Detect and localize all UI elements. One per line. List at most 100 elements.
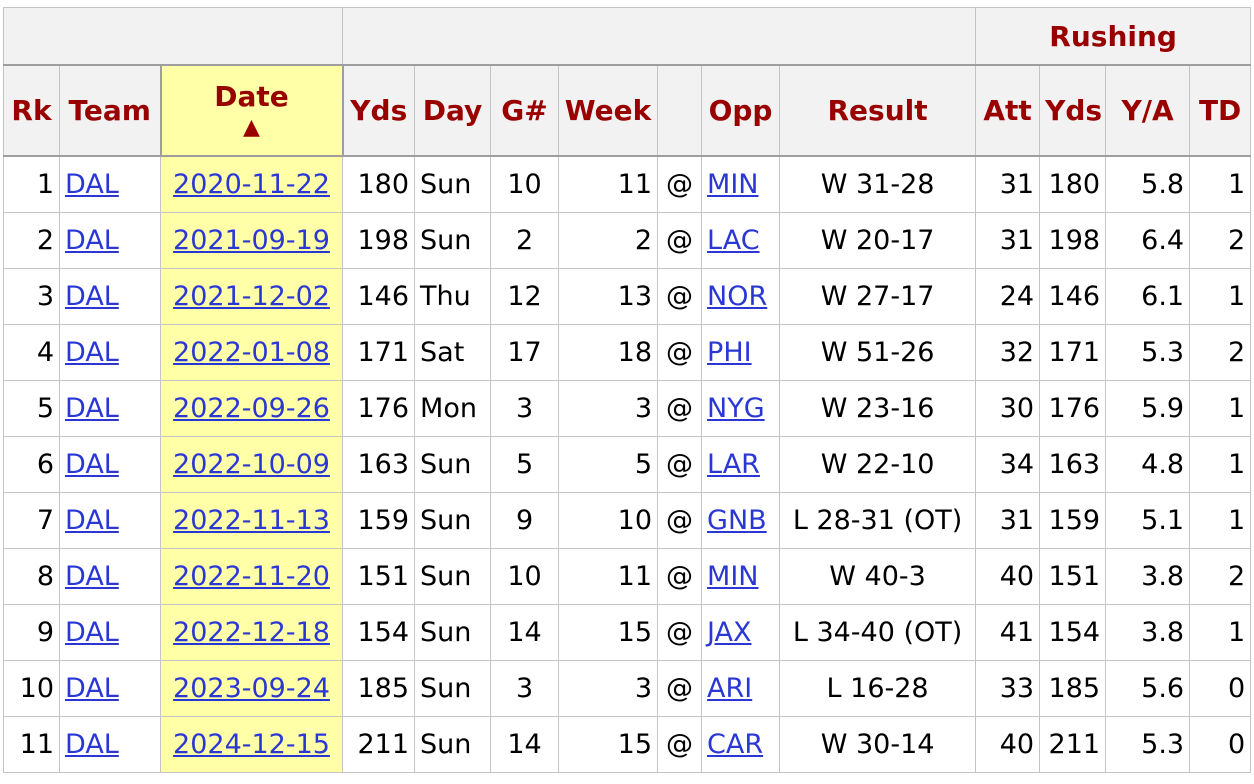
col-header-game-number[interactable]: G# [490, 64, 560, 157]
col-header-day[interactable]: Day [414, 64, 492, 157]
cell-yds: 198 [342, 212, 416, 269]
cell-team-link[interactable]: DAL [65, 169, 119, 200]
cell-date: 2021-12-02 [159, 268, 344, 325]
cell-result: L 34-40 (OT) [779, 604, 977, 661]
cell-team-link[interactable]: DAL [65, 449, 119, 480]
cell-date-link[interactable]: 2022-11-20 [173, 561, 330, 592]
cell-date-link[interactable]: 2022-11-13 [173, 505, 330, 536]
cell-date-link[interactable]: 2022-10-09 [173, 449, 330, 480]
cell-opp-link[interactable]: MIN [707, 561, 759, 592]
table-body: 1 DAL 2020-11-22 180 Sun 10 11 @ MIN W 31-28 31 180… [3, 155, 1252, 773]
cell-opp: JAX [701, 604, 781, 661]
over-header-blank-2 [342, 7, 977, 66]
cell-opp-link[interactable]: LAR [707, 449, 760, 480]
cell-att: 30 [975, 380, 1041, 437]
cell-rank: 11 [3, 716, 60, 773]
cell-date-link[interactable]: 2021-12-02 [173, 281, 330, 312]
cell-team-link[interactable]: DAL [65, 281, 119, 312]
cell-opp: MIN [701, 548, 781, 605]
cell-rank: 10 [3, 660, 60, 717]
cell-date: 2022-12-18 [159, 604, 344, 661]
cell-date-link[interactable]: 2020-11-22 [173, 169, 330, 200]
cell-result: W 27-17 [779, 268, 977, 325]
col-header-result[interactable]: Result [779, 64, 977, 157]
cell-opp-link[interactable]: CAR [707, 729, 764, 760]
cell-opp-link[interactable]: JAX [707, 617, 752, 648]
cell-location: @ [657, 660, 703, 717]
cell-team-link[interactable]: DAL [65, 561, 119, 592]
cell-week: 5 [558, 436, 659, 493]
cell-team-link[interactable]: DAL [65, 673, 119, 704]
cell-rush-yds: 159 [1039, 492, 1107, 549]
cell-team-link[interactable]: DAL [65, 505, 119, 536]
cell-location: @ [657, 604, 703, 661]
cell-rush-yds: 154 [1039, 604, 1107, 661]
col-header-rk[interactable]: Rk [3, 64, 60, 157]
cell-opp-link[interactable]: NOR [707, 281, 768, 312]
cell-result: W 20-17 [779, 212, 977, 269]
cell-result: W 51-26 [779, 324, 977, 381]
cell-week: 10 [558, 492, 659, 549]
cell-result: L 16-28 [779, 660, 977, 717]
cell-game-number: 3 [490, 660, 560, 717]
cell-team-link[interactable]: DAL [65, 225, 119, 256]
cell-opp-link[interactable]: MIN [707, 169, 759, 200]
cell-date-link[interactable]: 2022-09-26 [173, 393, 330, 424]
cell-date-link[interactable]: 2022-12-18 [173, 617, 330, 648]
cell-week: 18 [558, 324, 659, 381]
col-header-week[interactable]: Week [558, 64, 659, 157]
cell-game-number: 3 [490, 380, 560, 437]
col-header-rush-yds[interactable]: Yds [1039, 64, 1107, 157]
cell-game-number: 14 [490, 716, 560, 773]
cell-opp-link[interactable]: ARI [707, 673, 753, 704]
col-header-location[interactable] [657, 64, 703, 157]
cell-game-number: 12 [490, 268, 560, 325]
col-header-date[interactable]: Date ▲ [159, 64, 344, 157]
cell-opp-link[interactable]: LAC [707, 225, 760, 256]
cell-game-number: 14 [490, 604, 560, 661]
cell-opp: ARI [701, 660, 781, 717]
cell-team-link[interactable]: DAL [65, 617, 119, 648]
cell-team-link[interactable]: DAL [65, 393, 119, 424]
col-header-team[interactable]: Team [59, 64, 161, 157]
col-header-td[interactable]: TD [1189, 64, 1252, 157]
cell-team-link[interactable]: DAL [65, 729, 119, 760]
cell-team-link[interactable]: DAL [65, 337, 119, 368]
cell-td: 0 [1189, 660, 1252, 717]
cell-yds: 171 [342, 324, 416, 381]
col-header-att[interactable]: Att [975, 64, 1041, 157]
game-log-table: Rushing Rk Team Date ▲ Yds Day G# Week O… [2, 7, 1252, 773]
cell-rush-yds: 171 [1039, 324, 1107, 381]
cell-rank: 6 [3, 436, 60, 493]
cell-day: Mon [414, 380, 492, 437]
cell-td: 1 [1189, 492, 1252, 549]
col-header-yards-per-attempt[interactable]: Y/A [1105, 64, 1191, 157]
cell-team: DAL [59, 324, 161, 381]
cell-day: Sun [414, 660, 492, 717]
cell-location: @ [657, 548, 703, 605]
cell-date-link[interactable]: 2021-09-19 [173, 225, 330, 256]
col-header-opp[interactable]: Opp [701, 64, 781, 157]
cell-game-number: 10 [490, 155, 560, 213]
cell-att: 40 [975, 548, 1041, 605]
cell-date-link[interactable]: 2023-09-24 [173, 673, 330, 704]
cell-rush-yds: 176 [1039, 380, 1107, 437]
cell-yards-per-attempt: 5.6 [1105, 660, 1191, 717]
cell-td: 0 [1189, 716, 1252, 773]
cell-date-link[interactable]: 2024-12-15 [173, 729, 330, 760]
cell-date: 2022-01-08 [159, 324, 344, 381]
cell-opp-link[interactable]: GNB [707, 505, 767, 536]
over-header-row: Rushing [2, 7, 1252, 66]
col-header-yds[interactable]: Yds [342, 64, 416, 157]
cell-opp-link[interactable]: NYG [707, 393, 765, 424]
cell-yds: 185 [342, 660, 416, 717]
cell-yards-per-attempt: 4.8 [1105, 436, 1191, 493]
cell-result: W 40-3 [779, 548, 977, 605]
cell-opp-link[interactable]: PHI [707, 337, 752, 368]
cell-date-link[interactable]: 2022-01-08 [173, 337, 330, 368]
cell-yds: 163 [342, 436, 416, 493]
cell-team: DAL [59, 212, 161, 269]
cell-week: 15 [558, 604, 659, 661]
cell-date: 2024-12-15 [159, 716, 344, 773]
cell-day: Sun [414, 548, 492, 605]
